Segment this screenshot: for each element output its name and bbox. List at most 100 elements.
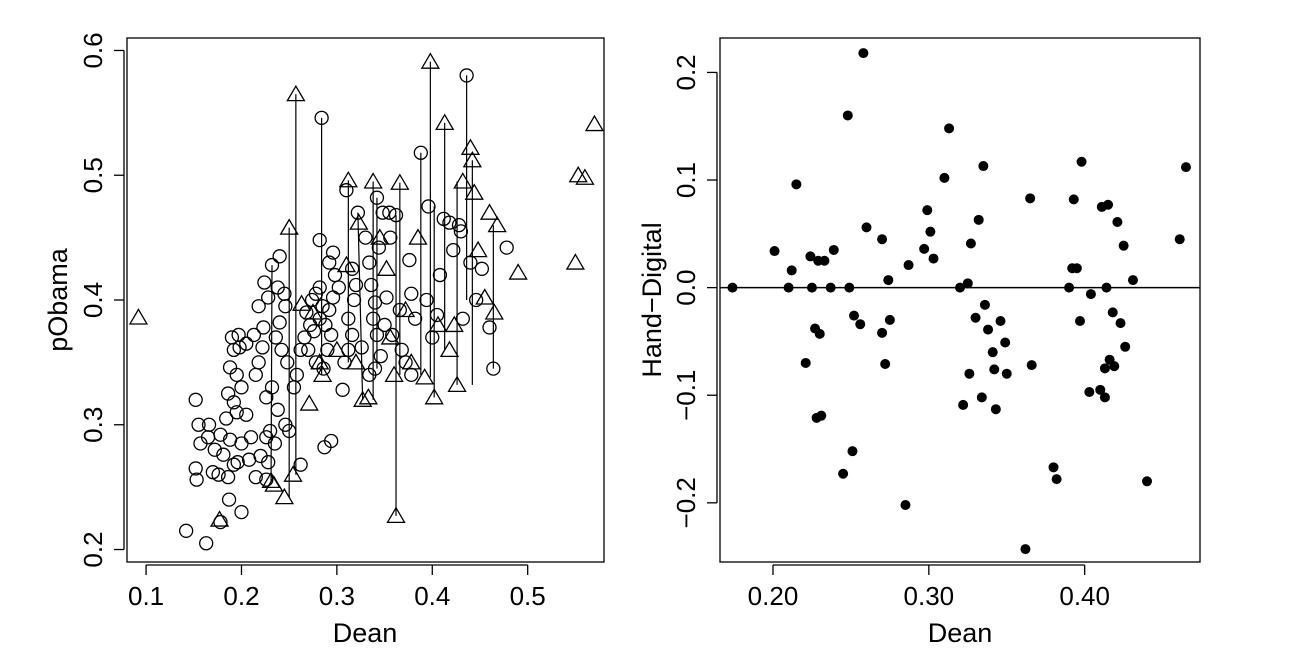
filled-point xyxy=(1068,194,1079,205)
filled-point xyxy=(877,327,888,338)
circle-point xyxy=(230,455,245,470)
triangle-point xyxy=(338,170,358,188)
left-points xyxy=(128,52,605,551)
circle-point xyxy=(268,330,283,345)
circle-point xyxy=(371,240,387,255)
filled-point xyxy=(1020,544,1031,555)
triangle-point xyxy=(349,213,369,230)
filled-point xyxy=(814,328,825,339)
circle-point xyxy=(282,423,297,439)
triangle-point xyxy=(279,218,299,235)
right-x-tick-label: 0.40 xyxy=(1059,581,1110,611)
filled-point xyxy=(825,282,836,293)
right-y-tick-label: 0.1 xyxy=(671,162,701,198)
circle-point xyxy=(267,436,283,451)
circle-point xyxy=(474,261,490,276)
filled-point xyxy=(1095,384,1106,395)
circle-point xyxy=(243,430,259,445)
filled-point xyxy=(880,359,891,370)
circle-point xyxy=(339,183,354,198)
right-y-axis: −0.2 −0.1 0.0 0.1 0.2 xyxy=(671,54,718,528)
circle-point xyxy=(261,290,276,305)
circle-point xyxy=(272,315,287,330)
left-x-tick-label: 0.1 xyxy=(128,581,164,611)
filled-point xyxy=(1085,289,1096,300)
circle-point xyxy=(373,348,388,364)
circle-point xyxy=(344,327,360,343)
triangle-point xyxy=(291,294,312,311)
triangle-point xyxy=(447,375,467,392)
circle-point xyxy=(404,367,419,383)
triangle-point xyxy=(264,475,284,492)
connecting-segment xyxy=(270,265,273,481)
circle-point xyxy=(341,311,356,326)
circle-point xyxy=(364,277,379,293)
circle-point xyxy=(229,405,244,420)
filled-point xyxy=(903,260,914,271)
circle-point xyxy=(318,317,333,333)
triangle-point xyxy=(209,510,230,527)
circle-point xyxy=(178,523,194,538)
circle-point xyxy=(432,267,448,283)
filled-point xyxy=(1000,337,1011,348)
circle-point xyxy=(404,286,419,301)
triangle-point xyxy=(565,253,586,270)
filled-point xyxy=(883,275,894,286)
filled-point xyxy=(1112,216,1123,227)
filled-point xyxy=(973,214,984,225)
circle-point xyxy=(246,327,262,343)
circle-point xyxy=(383,230,398,245)
circle-point xyxy=(216,447,231,462)
triangle-point xyxy=(428,315,448,333)
triangle-point xyxy=(415,368,435,385)
left-y-tick-label: 0.6 xyxy=(78,32,108,68)
filled-point xyxy=(965,238,976,249)
triangle-point xyxy=(286,84,306,102)
circle-point xyxy=(346,292,362,308)
circle-point xyxy=(264,257,280,273)
circle-point xyxy=(229,367,244,383)
filled-point xyxy=(987,347,998,358)
filled-point xyxy=(1142,476,1153,487)
circle-point xyxy=(362,255,377,270)
left-y-tick-label: 0.3 xyxy=(78,407,108,443)
filled-point xyxy=(1107,307,1118,318)
filled-point xyxy=(928,253,939,264)
circle-point xyxy=(425,330,440,345)
circle-point xyxy=(293,457,308,472)
triangle-point xyxy=(420,52,441,69)
right-x-axis-title: Dean xyxy=(928,618,993,648)
circle-point xyxy=(220,386,236,401)
filled-point xyxy=(962,278,973,289)
left-scatter-plot: 0.1 0.2 0.3 0.4 0.5 0.2 0.3 0.4 0.5 0.6 Dean pOb… xyxy=(43,32,605,648)
circle-point xyxy=(455,311,470,326)
triangle-point xyxy=(395,300,416,318)
left-y-tick-label: 0.4 xyxy=(78,282,108,318)
circle-point xyxy=(442,215,457,230)
left-x-tick-label: 0.2 xyxy=(223,581,259,611)
triangle-point xyxy=(299,394,319,411)
filled-point xyxy=(970,312,981,323)
filled-point xyxy=(727,282,738,293)
filled-point xyxy=(995,315,1006,326)
circle-point xyxy=(231,327,246,343)
circle-point xyxy=(239,336,254,351)
filled-point xyxy=(819,255,830,266)
triangle-point xyxy=(363,172,383,189)
filled-point xyxy=(1051,474,1062,485)
filled-point xyxy=(791,179,802,190)
circle-point xyxy=(314,110,329,125)
right-scatter-plot: 0.20 0.30 0.40 −0.2 −0.1 0.0 0.1 0.2 Dean Hand… xyxy=(637,37,1201,648)
triangle-point xyxy=(487,215,507,233)
circle-point xyxy=(429,307,445,323)
circle-point xyxy=(257,275,272,290)
filled-point xyxy=(1174,234,1185,245)
right-y-tick-label: −0.2 xyxy=(671,477,701,528)
filled-point xyxy=(816,410,827,421)
circle-point xyxy=(379,290,394,305)
right-y-axis-title: Hand−Digital xyxy=(637,222,667,377)
circle-point xyxy=(234,380,249,395)
filled-point xyxy=(1180,162,1191,173)
circle-point xyxy=(270,402,285,417)
circle-point xyxy=(394,342,409,358)
